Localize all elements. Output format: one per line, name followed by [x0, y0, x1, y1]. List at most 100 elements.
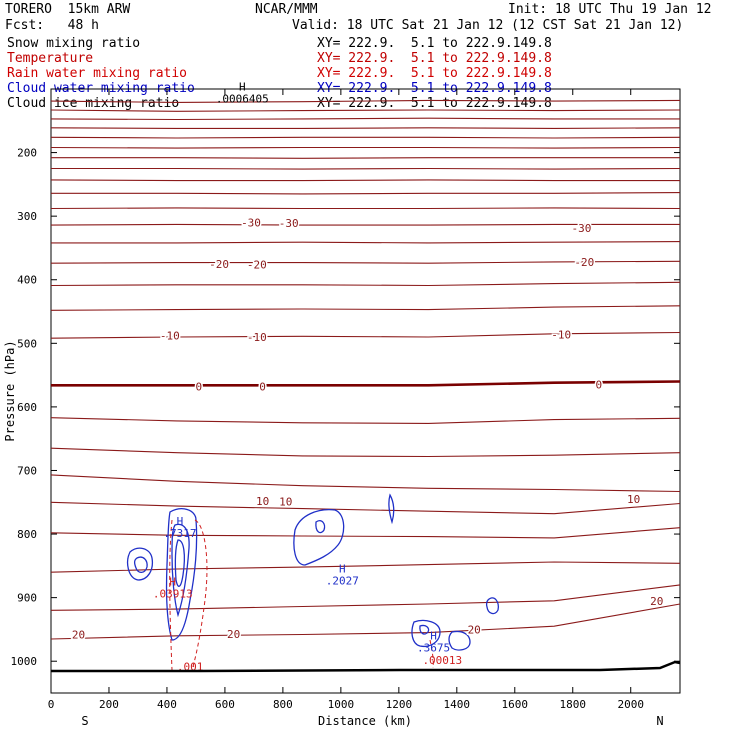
extremum-value: .03913	[153, 587, 193, 600]
temperature-isotherm	[50, 117, 680, 121]
y-axis-title: Pressure (hPa)	[3, 340, 17, 441]
y-tick-label: 600	[17, 401, 37, 414]
temperature-isotherm	[50, 260, 681, 264]
header-center: NCAR/MMM	[255, 2, 318, 17]
isotherm-label: -10	[551, 328, 571, 341]
isotherm-label: -10	[160, 330, 180, 343]
cloud-water-contour	[485, 597, 500, 615]
isotherm-label: -30	[279, 217, 299, 230]
x-tick-label: 1400	[444, 698, 471, 711]
temperature-isotherm	[50, 223, 680, 226]
isotherm-label: 10	[256, 495, 269, 508]
legend-temperature-label: Temperature	[7, 51, 94, 66]
extremum-marker: H	[339, 563, 346, 576]
y-tick-label: 300	[17, 210, 37, 223]
x-tick-label: 1600	[502, 698, 529, 711]
x-endpoint-right: N	[656, 714, 663, 728]
extremum-value: .7317	[163, 527, 196, 540]
extremum-value: .00013	[422, 654, 462, 667]
x-tick-label: 1000	[328, 698, 355, 711]
isotherm-label: 0	[196, 381, 203, 394]
temperature-isotherm	[51, 167, 681, 170]
isotherm-label: -20	[247, 258, 267, 271]
temperature-isotherm	[50, 447, 681, 458]
isotherm-label: -20	[574, 256, 594, 269]
temperature-isotherm	[50, 584, 681, 611]
isotherm-label: -10	[247, 331, 267, 344]
temperature-isotherm	[51, 157, 680, 159]
extremum-value: .0006405	[216, 93, 269, 106]
temperature-isotherm	[50, 603, 681, 640]
header-valid: Valid: 18 UTC Sat 21 Jan 12 (12 CST Sat …	[292, 18, 684, 33]
temperature-isotherm	[50, 109, 681, 112]
rain-water-contour	[191, 519, 208, 671]
extremum-marker: H	[169, 575, 176, 588]
x-tick-label: 800	[273, 698, 293, 711]
x-axis-title: Distance (km)	[318, 714, 412, 728]
y-tick-label: 200	[17, 147, 37, 160]
isotherm-label: 20	[650, 595, 663, 608]
temperature-isotherm	[50, 179, 680, 182]
isotherm-label: -30	[572, 222, 592, 235]
x-tick-label: 200	[99, 698, 119, 711]
rain-water-contour	[169, 519, 173, 671]
legend-rain-xy: XY= 222.9. 5.1 to 222.9.149.8	[317, 66, 552, 81]
cloud-water-contour	[133, 556, 148, 574]
zero-isotherm	[51, 380, 681, 387]
temperature-isotherm	[50, 281, 681, 287]
temperature-isotherm	[50, 146, 681, 149]
temperature-isotherm	[50, 305, 681, 311]
plot-frame	[50, 88, 681, 694]
isotherm-label: 20	[72, 629, 85, 642]
isotherm-label: 10	[627, 493, 640, 506]
cloud-water-contours	[127, 493, 500, 651]
x-tick-label: 0	[48, 698, 55, 711]
temperature-isotherm	[50, 136, 681, 139]
x-tick-label: 1800	[560, 698, 587, 711]
extremum-marker: H	[239, 81, 246, 94]
temperature-isotherm	[51, 192, 681, 195]
temperature-isotherm	[51, 241, 681, 244]
surface-line	[51, 660, 681, 673]
cloud-water-contour	[315, 520, 326, 534]
cloud-water-contour	[419, 624, 430, 635]
isotherm-label: 0	[259, 381, 266, 394]
y-tick-label: 500	[17, 337, 37, 350]
axes: 0 200 400 600 800 1000 1200 1400 1600 1800 2000200…	[11, 89, 680, 711]
header-model: TORERO 15km ARW	[5, 2, 131, 17]
header-init: Init: 18 UTC Thu 19 Jan 12	[508, 2, 712, 17]
extremum-value: .3675	[417, 641, 450, 654]
isotherm-label: -30	[241, 217, 261, 230]
rain-water-contour	[429, 639, 434, 669]
temperature-isotherm	[50, 99, 681, 103]
temperature-isotherm	[50, 207, 681, 210]
extremum-marker: H	[430, 629, 437, 642]
cloud-water-contour	[388, 493, 395, 525]
cloud-water-contour	[411, 619, 441, 648]
rain-water-contours	[169, 519, 434, 671]
contour-labels: -30 -30 -30 -20 -20 -20 -10 -10 -10 0 0 0 10 10 10 20 20…	[70, 215, 665, 643]
extremum-marker: H	[177, 515, 184, 528]
x-tick-label: 600	[215, 698, 235, 711]
cloud-water-contour	[171, 523, 190, 618]
y-tick-label: 1000	[11, 655, 38, 668]
header-fcst: Fcst: 48 h	[5, 18, 99, 33]
temperature-isotherm	[50, 127, 681, 129]
extremum-value: .2027	[326, 575, 359, 588]
legend-snow-label: Snow mixing ratio	[7, 36, 141, 51]
y-tick-label: 800	[17, 528, 37, 541]
cloud-water-contour	[127, 547, 154, 581]
temperature-isotherm	[50, 331, 681, 339]
x-tick-label: 1200	[386, 698, 413, 711]
temperature-isotherm	[50, 527, 681, 539]
temperature-isotherms	[50, 99, 681, 640]
x-endpoint-left: S	[81, 714, 88, 728]
temperature-isotherm	[50, 561, 681, 573]
legend-rain-label: Rain water mixing ratio	[7, 66, 188, 81]
cloud-water-contour	[174, 539, 185, 587]
legend-cloud-ice-label: Cloud ice mixing ratio	[7, 96, 180, 111]
legend-snow-xy: XY= 222.9. 5.1 to 222.9.149.8	[317, 36, 552, 51]
y-tick-label: 900	[17, 592, 37, 605]
isotherm-label: 20	[227, 628, 240, 641]
